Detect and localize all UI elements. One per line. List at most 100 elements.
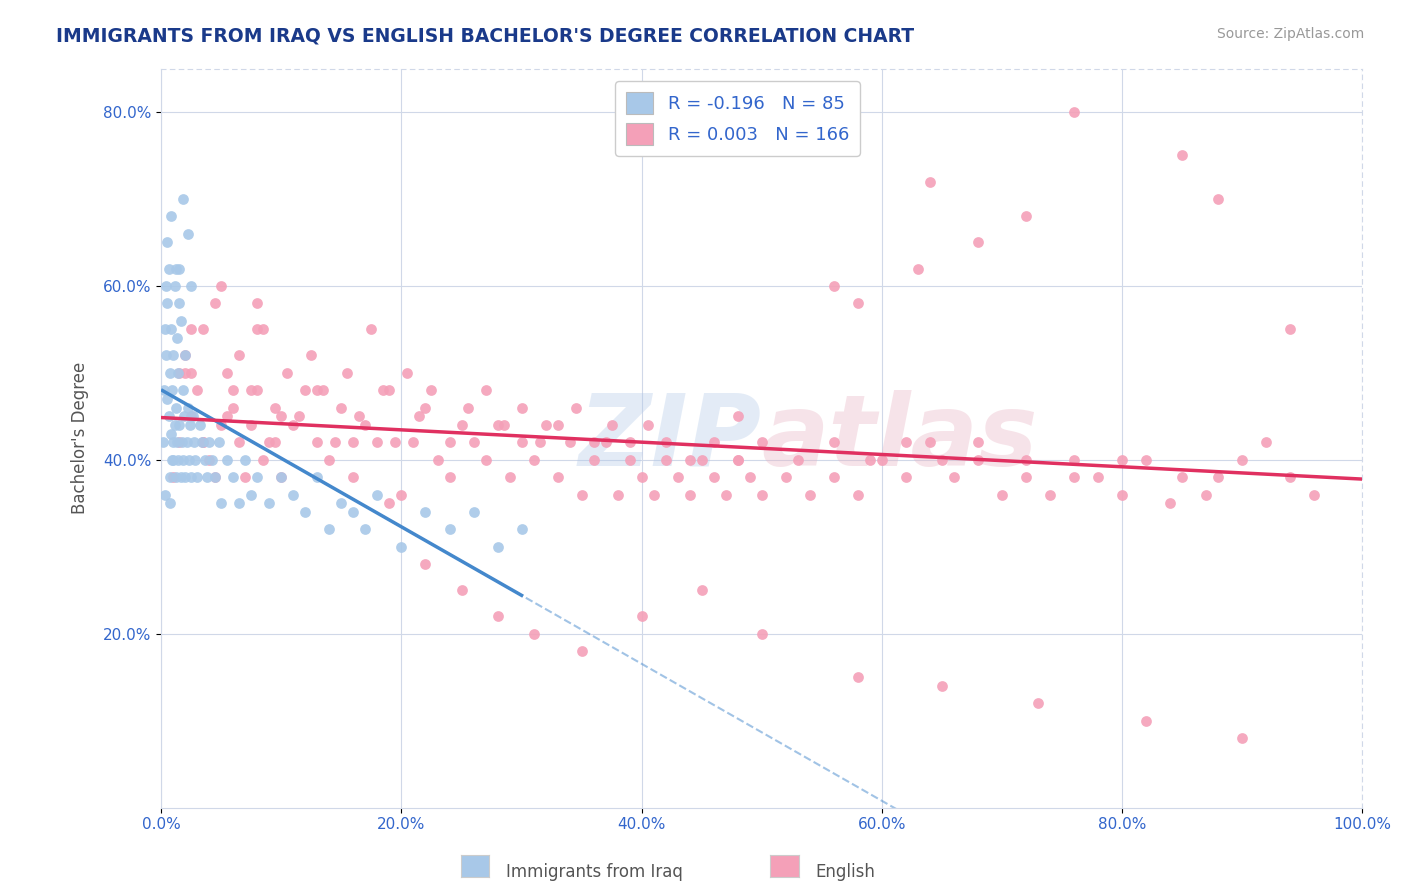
- Point: [188, 418, 211, 433]
- Point: [600, 418, 623, 433]
- Point: [307, 435, 329, 450]
- Point: [169, 366, 191, 380]
- Point: [637, 418, 659, 433]
- Point: [264, 401, 287, 415]
- Point: [193, 435, 215, 450]
- Point: [492, 418, 515, 433]
- Point: [288, 409, 311, 424]
- Point: [727, 409, 749, 424]
- Point: [349, 409, 371, 424]
- Point: [160, 210, 183, 224]
- Point: [931, 453, 953, 467]
- Point: [240, 418, 263, 433]
- Point: [222, 470, 245, 484]
- Point: [294, 505, 316, 519]
- Point: [153, 488, 176, 502]
- Point: [595, 435, 617, 450]
- Point: [177, 227, 200, 241]
- Point: [195, 470, 218, 484]
- Point: [366, 488, 388, 502]
- Point: [534, 418, 557, 433]
- Point: [439, 523, 461, 537]
- Point: [391, 540, 413, 554]
- Point: [152, 384, 174, 398]
- Point: [172, 384, 194, 398]
- Point: [415, 558, 437, 572]
- Point: [1063, 470, 1085, 484]
- Point: [177, 453, 200, 467]
- Point: [966, 235, 988, 250]
- Point: [439, 470, 461, 484]
- Legend: R = -0.196   N = 85, R = 0.003   N = 166: R = -0.196 N = 85, R = 0.003 N = 166: [616, 81, 860, 156]
- Point: [264, 435, 287, 450]
- Point: [582, 435, 605, 450]
- Point: [156, 296, 179, 310]
- Point: [894, 435, 917, 450]
- Point: [643, 488, 665, 502]
- Point: [408, 409, 430, 424]
- Text: Source: ZipAtlas.com: Source: ZipAtlas.com: [1216, 27, 1364, 41]
- Point: [259, 496, 281, 510]
- Point: [153, 322, 176, 336]
- Point: [703, 470, 725, 484]
- Point: [174, 366, 197, 380]
- Point: [510, 435, 533, 450]
- Point: [630, 470, 652, 484]
- Point: [181, 409, 204, 424]
- Point: [169, 418, 191, 433]
- Point: [198, 435, 221, 450]
- Point: [209, 418, 232, 433]
- Point: [193, 435, 215, 450]
- Point: [174, 349, 197, 363]
- Point: [180, 470, 202, 484]
- Point: [165, 470, 187, 484]
- Point: [1195, 488, 1218, 502]
- Point: [690, 583, 713, 598]
- Point: [1015, 453, 1038, 467]
- Point: [786, 453, 808, 467]
- Point: [1111, 488, 1133, 502]
- Point: [918, 435, 941, 450]
- Point: [1026, 696, 1049, 710]
- Point: [354, 418, 377, 433]
- Point: [450, 418, 472, 433]
- Point: [157, 409, 180, 424]
- Point: [846, 296, 869, 310]
- Point: [654, 435, 676, 450]
- Point: [169, 470, 191, 484]
- Point: [307, 384, 329, 398]
- Point: [378, 384, 401, 398]
- Point: [439, 435, 461, 450]
- Point: [169, 314, 191, 328]
- Point: [159, 366, 181, 380]
- Point: [619, 435, 641, 450]
- Point: [156, 235, 179, 250]
- Point: [194, 453, 217, 467]
- Point: [162, 453, 184, 467]
- Point: [823, 435, 845, 450]
- Point: [426, 453, 449, 467]
- Point: [918, 175, 941, 189]
- Point: [174, 349, 197, 363]
- Point: [270, 470, 292, 484]
- Point: [259, 435, 281, 450]
- Point: [498, 470, 520, 484]
- Point: [564, 401, 586, 415]
- Point: [666, 470, 689, 484]
- Point: [246, 296, 269, 310]
- Text: Immigrants from Iraq: Immigrants from Iraq: [506, 863, 683, 881]
- Point: [1303, 488, 1326, 502]
- Point: [678, 488, 700, 502]
- Point: [204, 296, 226, 310]
- Point: [228, 496, 250, 510]
- Point: [193, 322, 215, 336]
- Point: [183, 435, 205, 450]
- Point: [1039, 488, 1062, 502]
- Point: [630, 609, 652, 624]
- Point: [155, 349, 177, 363]
- Point: [169, 296, 191, 310]
- Point: [276, 366, 298, 380]
- Point: [1230, 731, 1253, 745]
- Point: [529, 435, 551, 450]
- Point: [1135, 714, 1157, 728]
